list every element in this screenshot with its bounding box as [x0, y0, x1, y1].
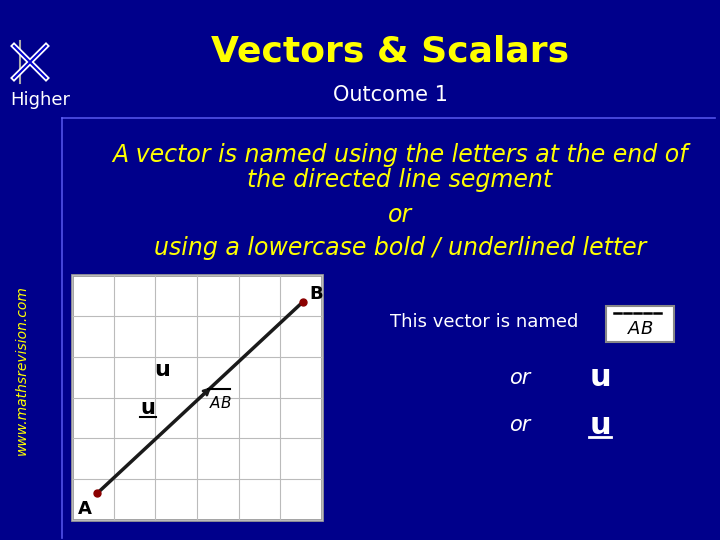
Text: This vector is named: This vector is named: [390, 313, 578, 331]
Text: u: u: [589, 363, 611, 393]
Text: or: or: [388, 203, 412, 227]
Text: the directed line segment: the directed line segment: [248, 168, 552, 192]
Text: $AB$: $AB$: [209, 395, 232, 410]
Text: u: u: [140, 397, 156, 417]
Bar: [72, 275, 322, 520]
Text: www.mathsrevision.com: www.mathsrevision.com: [15, 285, 29, 455]
Text: A vector is named using the letters at the end of: A vector is named using the letters at t…: [112, 143, 688, 167]
Text: u: u: [589, 410, 611, 440]
Text: B: B: [310, 285, 323, 302]
Text: Outcome 1: Outcome 1: [333, 85, 447, 105]
Text: Higher: Higher: [10, 91, 70, 109]
Text: Vectors & Scalars: Vectors & Scalars: [211, 35, 569, 69]
Bar: [606, 306, 674, 342]
Text: u: u: [154, 360, 170, 380]
Text: using a lowercase bold / underlined letter: using a lowercase bold / underlined lett…: [154, 236, 646, 260]
Text: or: or: [509, 368, 531, 388]
Text: $AB$: $AB$: [626, 320, 653, 338]
Text: or: or: [509, 415, 531, 435]
Text: A: A: [78, 501, 92, 518]
